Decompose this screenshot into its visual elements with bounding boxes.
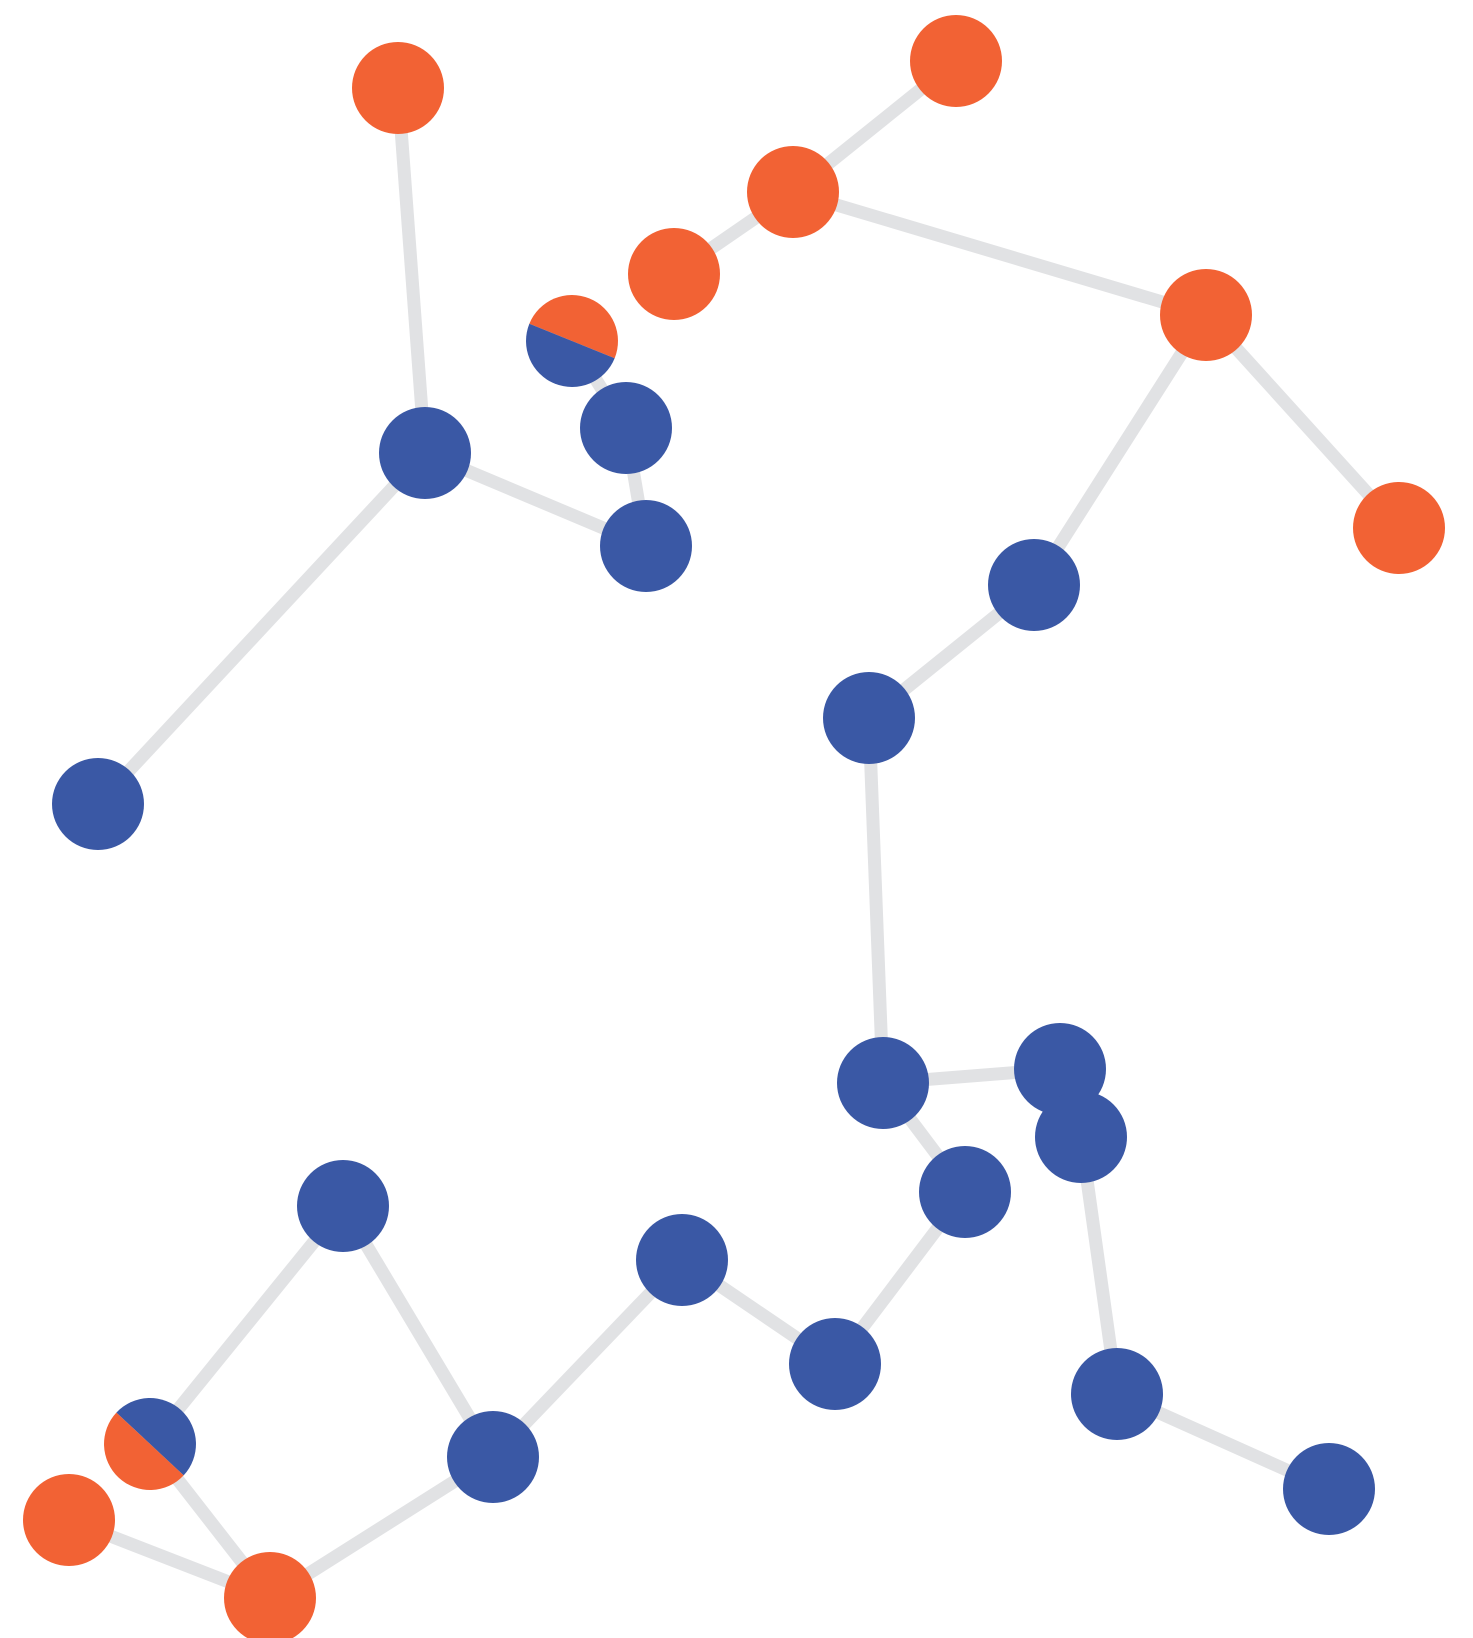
- node-n25: [23, 1474, 115, 1566]
- node-n26: [224, 1552, 316, 1638]
- edge-n05-n12: [1028, 311, 1212, 589]
- edge-n03-n05: [791, 185, 1208, 322]
- split-node-n07-upper-half: [529, 295, 618, 359]
- node-n09: [379, 407, 471, 499]
- edge-n28-n24: [144, 1201, 349, 1449]
- node-n11: [600, 500, 692, 592]
- node-n21: [789, 1318, 881, 1410]
- node-n23: [1283, 1443, 1375, 1535]
- split-node-n07: [526, 295, 618, 387]
- node-n20: [1071, 1348, 1163, 1440]
- split-node-n24-lower-half: [104, 1412, 184, 1490]
- node-n01: [352, 42, 444, 134]
- node-n03: [747, 146, 839, 238]
- edge-n14-n15: [862, 717, 890, 1084]
- node-n14: [823, 672, 915, 764]
- nodes-layer: [23, 15, 1445, 1638]
- node-n13: [52, 758, 144, 850]
- edge-n01-n09: [391, 87, 432, 454]
- node-n04: [628, 228, 720, 320]
- node-n19: [1035, 1091, 1127, 1183]
- node-n05: [1160, 269, 1252, 361]
- edge-n09-n13: [93, 448, 430, 809]
- split-node-n07-lower-half: [526, 323, 615, 387]
- edge-n27-n28: [337, 1202, 499, 1461]
- node-n12: [988, 539, 1080, 631]
- node-n15: [837, 1037, 929, 1129]
- node-n18: [636, 1214, 728, 1306]
- node-n02: [910, 15, 1002, 107]
- node-n17: [919, 1146, 1011, 1238]
- node-n28: [297, 1160, 389, 1252]
- split-node-n24-upper-half: [116, 1398, 196, 1476]
- node-n27: [447, 1411, 539, 1503]
- split-node-n24: [104, 1398, 196, 1490]
- edge-n05-n06: [1201, 310, 1404, 533]
- node-n06: [1353, 482, 1445, 574]
- node-n10: [580, 382, 672, 474]
